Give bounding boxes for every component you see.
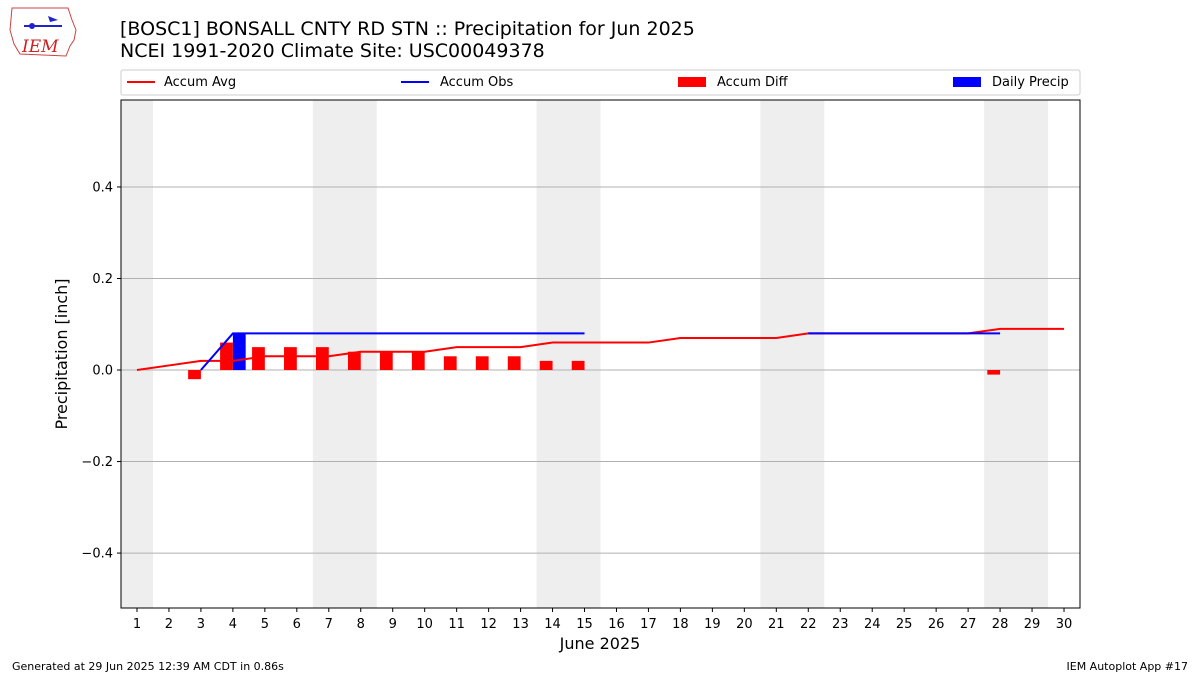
x-tick-label: 16 (608, 617, 625, 632)
x-tick-label: 21 (768, 617, 785, 632)
logo-flag-icon (48, 16, 58, 22)
x-tick-label: 5 (261, 617, 269, 632)
x-tick-label: 29 (1024, 617, 1041, 632)
legend: Accum Avg Accum Obs Accum Diff Daily Pre… (120, 69, 1081, 96)
x-tick-label: 18 (672, 617, 689, 632)
legend-frame (120, 69, 1081, 96)
x-tick-label: 13 (512, 617, 529, 632)
x-tick-label: 19 (704, 617, 721, 632)
x-tick-label: 26 (928, 617, 945, 632)
y-axis-title: Precipitation [inch] (52, 278, 71, 429)
accum-diff-bar (571, 360, 585, 371)
x-tick-label: 8 (357, 617, 365, 632)
footer-app-text: IEM Autoplot App #17 (1067, 660, 1189, 673)
x-tick-label: 20 (736, 617, 753, 632)
y-tick-label: 0.4 (92, 180, 113, 195)
accum-diff-bar (284, 347, 297, 371)
iem-logo: IEM (9, 7, 77, 57)
legend-label-accum-avg: Accum Avg (164, 75, 236, 90)
accum-diff-bar (252, 347, 265, 371)
x-tick-label: 12 (480, 617, 497, 632)
footer-generated-text: Generated at 29 Jun 2025 12:39 AM CDT in… (12, 660, 284, 673)
x-tick-label: 27 (960, 617, 977, 632)
x-tick-label: 11 (448, 617, 465, 632)
x-axis-ticks: 1 2 3 4 5 6 7 8 9 10 11 12 13 14 15 16 17 18 19 20 21 22 23 24 2… (133, 608, 1072, 632)
accum-diff-bar (379, 351, 393, 371)
x-axis-title: June 2025 (559, 634, 641, 653)
legend-label-accum-diff: Accum Diff (717, 75, 789, 90)
y-tick-label: −0.4 (81, 547, 113, 562)
legend-label-daily-precip: Daily Precip (992, 75, 1069, 90)
logo-station-icon (29, 23, 35, 29)
weekend-band (121, 100, 153, 608)
accum-diff-bar (347, 351, 361, 371)
chart-subtitle: NCEI 1991-2020 Climate Site: USC00049378 (120, 40, 545, 62)
x-tick-label: 3 (197, 617, 205, 632)
accum-diff-bar (987, 370, 1001, 375)
accum-diff-bar (443, 356, 457, 371)
x-tick-label: 2 (165, 617, 173, 632)
x-tick-label: 28 (992, 617, 1009, 632)
y-axis-ticks: −0.4 −0.2 0.0 0.2 0.4 (81, 180, 121, 562)
y-gridlines (121, 186, 1080, 554)
logo-text: IEM (21, 37, 59, 57)
x-tick-label: 7 (325, 617, 333, 632)
legend-entry-accum-avg: Accum Avg (127, 75, 236, 90)
weekend-shading (121, 100, 1049, 608)
legend-label-accum-obs: Accum Obs (440, 75, 513, 90)
accum-diff-bar (411, 351, 425, 371)
x-tick-label: 4 (229, 617, 237, 632)
x-tick-label: 23 (832, 617, 849, 632)
x-tick-label: 17 (640, 617, 657, 632)
x-tick-label: 1 (133, 617, 141, 632)
accum-diff-bar (539, 360, 553, 371)
y-tick-label: 0.2 (92, 272, 113, 287)
x-tick-label: 14 (544, 617, 561, 632)
accum-diff-bar (220, 342, 233, 371)
accum-diff-bar (507, 356, 521, 371)
x-tick-label: 9 (389, 617, 397, 632)
x-tick-label: 15 (576, 617, 593, 632)
iowa-outline-icon (9, 7, 77, 57)
legend-entry-accum-obs: Accum Obs (401, 75, 513, 90)
legend-entry-daily-precip: Daily Precip (953, 75, 1069, 90)
legend-swatch-daily-precip (953, 77, 981, 87)
legend-swatch-accum-diff (678, 77, 706, 87)
x-tick-label: 30 (1056, 617, 1073, 632)
y-tick-label: 0.0 (92, 364, 113, 379)
plot-frame (120, 99, 1081, 609)
x-tick-label: 10 (416, 617, 433, 632)
weekend-band (760, 100, 825, 608)
accum-obs-line (200, 332, 585, 371)
daily-precip-bar (232, 333, 246, 371)
legend-entry-accum-diff: Accum Diff (678, 75, 789, 90)
weekend-band (984, 100, 1049, 608)
line-series (136, 327, 1065, 372)
x-tick-label: 25 (896, 617, 913, 632)
accum-diff-bar (475, 356, 489, 371)
x-tick-label: 6 (293, 617, 301, 632)
y-tick-label: −0.2 (81, 455, 113, 470)
x-tick-label: 22 (800, 617, 817, 632)
accum-diff-bar (315, 347, 329, 371)
x-tick-label: 24 (864, 617, 881, 632)
weekend-band (536, 100, 601, 608)
accum-diff-bar (188, 370, 201, 380)
chart-title: [BOSC1] BONSALL CNTY RD STN :: Precipita… (120, 18, 695, 40)
